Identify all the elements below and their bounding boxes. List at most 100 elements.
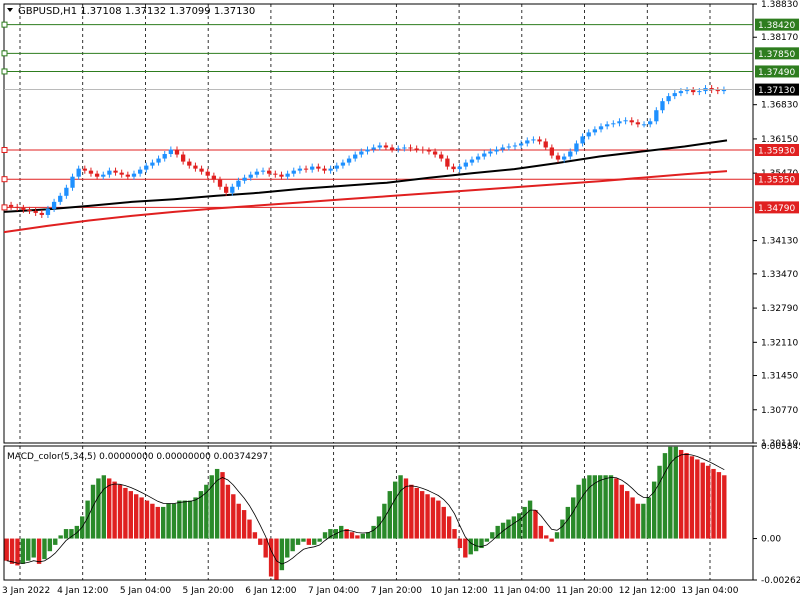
y-tick-label: 1.30110	[761, 439, 798, 449]
level-price-tag	[755, 143, 799, 156]
candle-body	[273, 173, 278, 175]
level-handle[interactable]	[1, 50, 8, 57]
candle-body	[408, 147, 413, 149]
candle-body	[396, 148, 401, 150]
candle-body	[598, 126, 604, 130]
macd-bar	[608, 475, 614, 539]
macd-bar	[571, 497, 576, 539]
macd-bar	[214, 468, 220, 539]
candle-body	[51, 201, 57, 209]
candle-body	[310, 166, 315, 170]
macd-bar	[355, 535, 360, 539]
level-handle[interactable]	[1, 146, 8, 153]
candle-body	[101, 174, 106, 177]
macd-bar	[58, 535, 63, 539]
macd-bar	[635, 503, 641, 539]
candle-body	[291, 170, 296, 174]
macd-bar	[150, 503, 155, 539]
candle-body	[76, 168, 81, 177]
macd-bar	[716, 472, 722, 539]
macd-bar	[630, 497, 635, 539]
candle-body	[666, 96, 671, 102]
candle-body	[328, 168, 333, 171]
level-handle[interactable]	[1, 176, 8, 183]
macd-bar	[53, 538, 58, 545]
macd-bar	[241, 510, 247, 539]
y-tick-label: 1.34130	[761, 237, 798, 247]
macd-bar	[587, 475, 592, 539]
x-tick-label: 4 Jan 12:00	[57, 586, 109, 596]
candle-body	[420, 149, 425, 151]
macd-bar	[128, 491, 133, 539]
macd-bar	[187, 500, 193, 539]
macd-bar	[42, 538, 47, 560]
candle-body	[531, 139, 536, 141]
level-handle[interactable]	[1, 68, 8, 75]
candle-body	[365, 149, 370, 152]
candle-body	[125, 174, 130, 177]
macd-bar	[565, 506, 571, 539]
macd-bar	[366, 532, 371, 539]
macd-bar	[490, 532, 495, 539]
macd-bar	[139, 497, 144, 539]
macd-bar	[85, 500, 90, 539]
candle-body	[113, 170, 118, 173]
candle-body	[469, 159, 475, 163]
candle-body	[445, 158, 450, 167]
level-handle[interactable]	[1, 204, 8, 211]
candle-body	[525, 140, 530, 144]
macd-signal-line	[6, 453, 725, 565]
macd-bar	[689, 456, 695, 539]
macd-bar	[662, 453, 668, 539]
level-price-tag	[755, 173, 799, 186]
candle-body	[346, 158, 352, 163]
macd-bar	[328, 529, 333, 539]
macd-bar	[549, 538, 554, 542]
y-tick-label: 1.38830	[761, 0, 798, 10]
macd-bar	[425, 494, 430, 539]
macd-bar	[317, 538, 322, 542]
x-tick-label: 12 Jan 12:00	[619, 586, 676, 596]
y-tick-label: 1.30770	[761, 406, 798, 416]
symbol-dropdown-icon[interactable]	[7, 8, 13, 12]
candle-body	[586, 132, 591, 137]
macd-bar	[684, 453, 689, 539]
candle-body	[494, 149, 499, 152]
macd-bar	[209, 475, 214, 539]
macd-bar	[382, 503, 387, 539]
macd-bar	[468, 538, 473, 555]
macd-bar	[31, 538, 36, 558]
macd-bar	[20, 538, 26, 564]
candle-body	[205, 171, 210, 176]
candle-body	[568, 151, 573, 157]
candle-body	[267, 170, 272, 174]
candle-body	[518, 143, 524, 146]
candle-body	[70, 176, 75, 188]
y-tick-label: 1.32790	[761, 304, 798, 314]
macd-bar	[527, 500, 533, 539]
candle-body	[555, 155, 561, 160]
candle-body	[617, 121, 622, 124]
level-handle[interactable]	[1, 21, 8, 28]
macd-bar	[225, 484, 231, 539]
macd-bar	[560, 519, 565, 539]
macd-bar	[290, 538, 295, 552]
candle-body	[451, 166, 456, 170]
x-tick-label: 11 Jan 20:00	[556, 586, 613, 596]
candle-body	[199, 168, 204, 172]
level-price-label: 1.35350	[758, 176, 795, 186]
x-tick-label: 5 Jan 20:00	[183, 586, 235, 596]
macd-bar	[47, 538, 53, 552]
ind-y-tick-label: 0.00	[761, 535, 781, 545]
candle-body	[697, 91, 702, 93]
x-tick-label: 7 Jan 04:00	[308, 586, 360, 596]
candle-body	[383, 145, 389, 148]
candle-body	[33, 210, 38, 213]
candle-body	[678, 91, 684, 94]
candle-body	[580, 136, 585, 144]
candle-body	[641, 124, 647, 126]
macd-bar	[371, 525, 376, 539]
macd-indicator-panel: 0.00584560 0.00 -0.00262	[3, 442, 800, 586]
candle-body	[58, 195, 63, 202]
x-tick-label: 6 Jan 12:00	[245, 586, 297, 596]
